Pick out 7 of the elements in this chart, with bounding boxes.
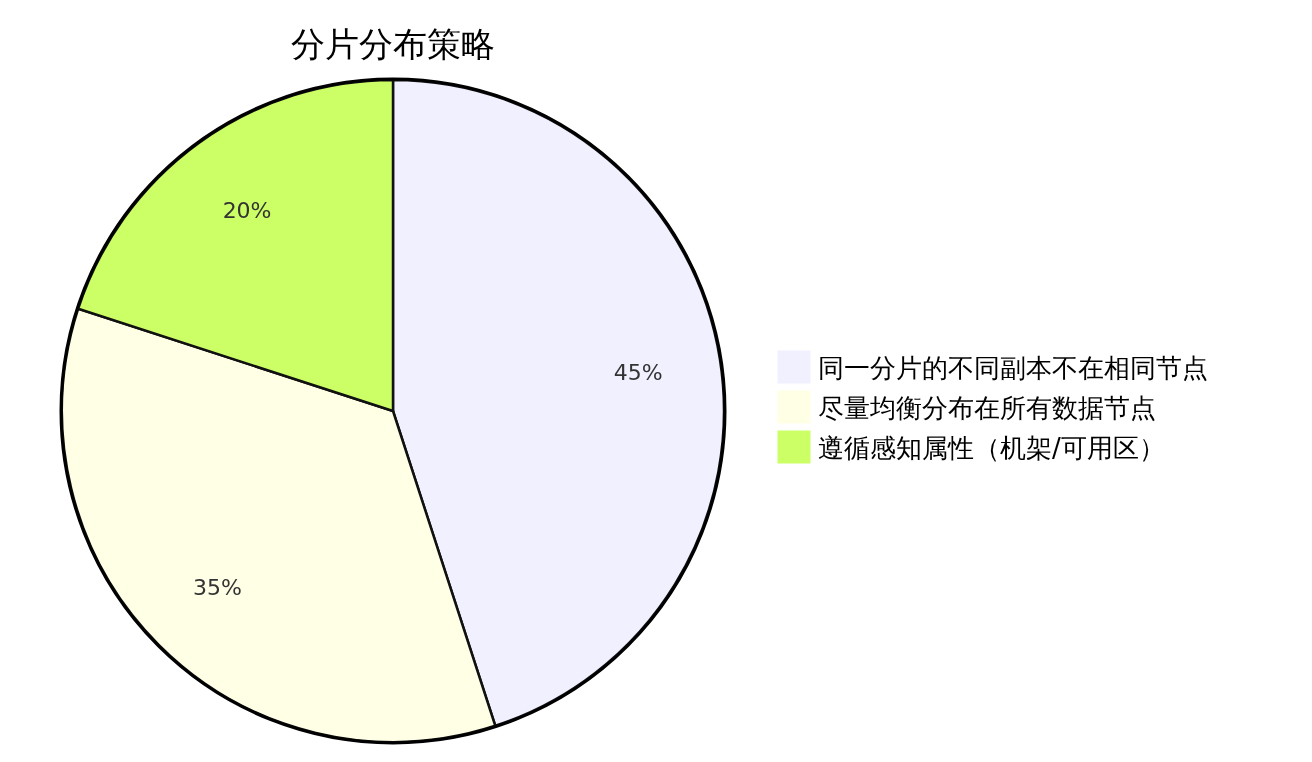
- data-label: 20%: [222, 198, 272, 224]
- slice-label: 同一分片的不同副本不在相同节点: [818, 353, 1208, 383]
- data-label: 45%: [613, 360, 663, 386]
- chart-title: 分片分布策略: [291, 24, 495, 64]
- legend-label: 尽量均衡分布在所有数据节点: [818, 393, 1156, 423]
- data-label: 35%: [193, 574, 242, 600]
- legend-label: 遵循感知属性（机架/可用区）: [818, 433, 1165, 463]
